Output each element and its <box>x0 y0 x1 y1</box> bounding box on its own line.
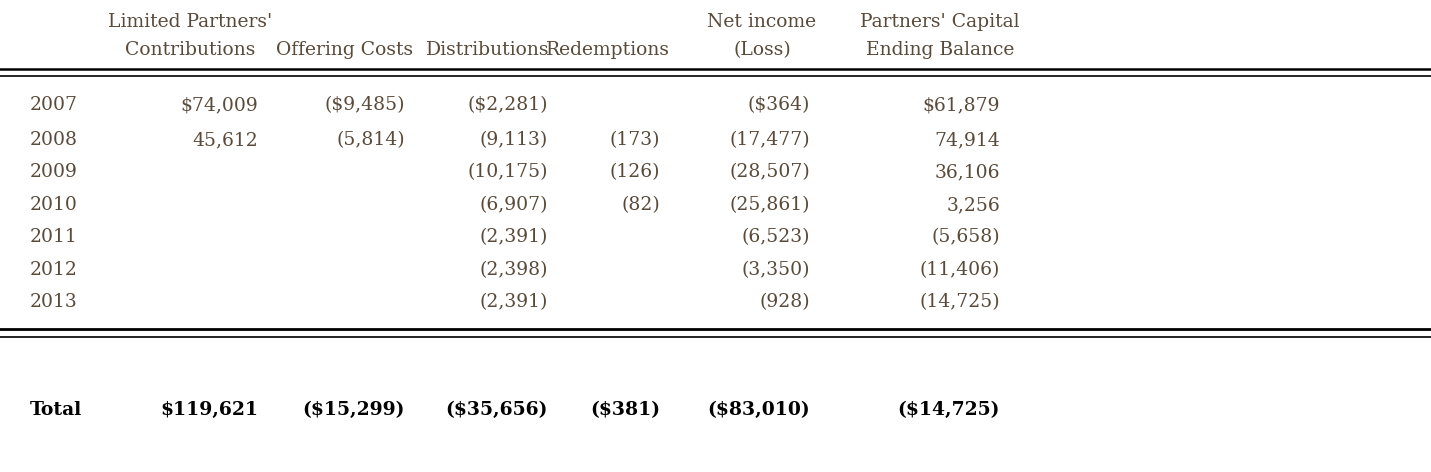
Text: ($9,485): ($9,485) <box>325 96 405 114</box>
Text: 74,914: 74,914 <box>934 131 1000 149</box>
Text: 36,106: 36,106 <box>934 163 1000 181</box>
Text: Redemptions: Redemptions <box>547 41 670 59</box>
Text: $61,879: $61,879 <box>923 96 1000 114</box>
Text: Contributions: Contributions <box>124 41 255 59</box>
Text: (Loss): (Loss) <box>733 41 791 59</box>
Text: Net income: Net income <box>707 13 817 31</box>
Text: Limited Partners': Limited Partners' <box>107 13 272 31</box>
Text: (82): (82) <box>621 196 660 214</box>
Text: Offering Costs: Offering Costs <box>276 41 414 59</box>
Text: 2012: 2012 <box>30 261 77 279</box>
Text: (25,861): (25,861) <box>730 196 810 214</box>
Text: (10,175): (10,175) <box>468 163 548 181</box>
Text: ($15,299): ($15,299) <box>302 401 405 419</box>
Text: (928): (928) <box>760 293 810 311</box>
Text: (3,350): (3,350) <box>741 261 810 279</box>
Text: (5,814): (5,814) <box>336 131 405 149</box>
Text: ($2,281): ($2,281) <box>468 96 548 114</box>
Text: (2,391): (2,391) <box>479 228 548 246</box>
Text: 2013: 2013 <box>30 293 77 311</box>
Text: Total: Total <box>30 401 82 419</box>
Text: 2007: 2007 <box>30 96 79 114</box>
Text: Distributions: Distributions <box>426 41 550 59</box>
Text: (11,406): (11,406) <box>920 261 1000 279</box>
Text: ($14,725): ($14,725) <box>897 401 1000 419</box>
Text: (6,907): (6,907) <box>479 196 548 214</box>
Text: (9,113): (9,113) <box>479 131 548 149</box>
Text: ($83,010): ($83,010) <box>707 401 810 419</box>
Text: 2011: 2011 <box>30 228 77 246</box>
Text: $119,621: $119,621 <box>160 401 258 419</box>
Text: 3,256: 3,256 <box>946 196 1000 214</box>
Text: 45,612: 45,612 <box>192 131 258 149</box>
Text: 2009: 2009 <box>30 163 77 181</box>
Text: (14,725): (14,725) <box>919 293 1000 311</box>
Text: $74,009: $74,009 <box>180 96 258 114</box>
Text: (2,391): (2,391) <box>479 293 548 311</box>
Text: (28,507): (28,507) <box>730 163 810 181</box>
Text: Ending Balance: Ending Balance <box>866 41 1015 59</box>
Text: (6,523): (6,523) <box>741 228 810 246</box>
Text: (5,658): (5,658) <box>932 228 1000 246</box>
Text: ($35,656): ($35,656) <box>445 401 548 419</box>
Text: ($364): ($364) <box>747 96 810 114</box>
Text: (126): (126) <box>610 163 660 181</box>
Text: (17,477): (17,477) <box>730 131 810 149</box>
Text: ($381): ($381) <box>590 401 660 419</box>
Text: Partners' Capital: Partners' Capital <box>860 13 1020 31</box>
Text: (2,398): (2,398) <box>479 261 548 279</box>
Text: (173): (173) <box>610 131 660 149</box>
Text: 2010: 2010 <box>30 196 77 214</box>
Text: 2008: 2008 <box>30 131 79 149</box>
